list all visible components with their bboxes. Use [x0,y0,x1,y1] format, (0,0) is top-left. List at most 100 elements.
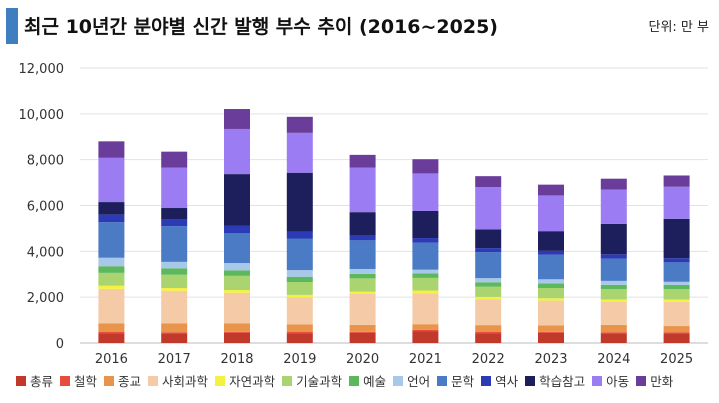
bar-segment [161,323,188,333]
bar-segment [475,325,502,332]
x-tick-label: 2025 [660,352,693,367]
bar-segment [161,151,188,168]
bar-segment [286,297,313,325]
bar-segment [161,288,188,291]
x-tick-label: 2019 [283,352,316,367]
bar-segment [412,211,439,239]
legend-swatch [215,375,226,386]
bar-segment [224,263,250,271]
legend-label: 철학 [74,374,98,389]
bar-segment [475,299,502,326]
bar-segment [412,269,439,274]
bar-segment [538,254,564,280]
legend-label: 아동 [606,374,630,389]
bar-segment [538,298,564,301]
x-tick-label: 2021 [409,352,442,367]
bar-segment [475,229,502,249]
legend-item: 언어 [393,371,430,390]
bar-segment [538,195,564,232]
legend-swatch [636,375,647,386]
bar-segment [286,332,313,334]
bar-segment [349,154,376,168]
legend-item: 아동 [592,371,629,390]
bar-segment [98,257,125,267]
bar-segment [663,299,690,302]
bar-segment [98,141,125,158]
bar-segment [475,252,502,279]
bar-segment [475,332,502,334]
x-tick-label: 2018 [220,352,253,367]
bar-segment [286,294,313,298]
x-tick-label: 2024 [597,352,630,367]
bar-segment [412,273,439,278]
bar-segment [600,280,627,285]
bar-segment [538,231,564,251]
bar-segment [600,299,627,302]
bar-segment [349,235,376,241]
legend-label: 총류 [30,374,54,389]
bar-segment [412,242,439,270]
bar-segment [286,276,313,283]
legend-label: 언어 [407,374,431,389]
bar-segment [412,277,439,291]
bar-segment [224,109,250,129]
legend-label: 역사 [495,374,519,389]
bar-segment [224,332,250,343]
bar-segment [349,212,376,236]
bar-segment [98,272,125,286]
bar-segment [161,274,188,288]
legend-swatch [349,375,360,386]
legend-swatch [437,375,448,386]
bar-segment [161,167,188,209]
legend-label: 학습참고 [539,374,586,389]
bar-segment [600,223,627,255]
bar-segment [286,270,313,277]
bar-segment [349,278,376,292]
legend-item: 학습참고 [525,371,585,390]
bar-segment [475,296,502,300]
bar-segment [600,258,627,281]
bar-segment [286,132,313,173]
bar-segment [161,333,188,343]
bar-segment [349,240,376,269]
bar-segment [412,329,439,332]
bar-segment [286,324,313,332]
bar-segment [286,172,313,232]
bar-segment [538,279,564,284]
y-tick-label: 10,000 [19,108,65,123]
bar-segment [538,250,564,255]
bar-segment [538,331,564,333]
bar-segment [98,323,125,332]
x-tick-label: 2023 [534,352,567,367]
legend-swatch [282,375,293,386]
bar-segment [412,159,439,174]
bar-segment [663,332,690,334]
bar-segment [349,331,376,333]
y-tick-label: 0 [56,337,64,352]
legend-swatch [481,375,492,386]
legend-swatch [104,375,115,386]
bar-segment [349,332,376,343]
bar-segment [286,231,313,239]
bar-segment [412,293,439,325]
bar-segment [286,116,313,133]
bar-segment [224,174,250,226]
bar-segment [98,333,125,343]
bar-segment [349,167,376,213]
bar-segment [224,290,250,293]
bar-segment [663,175,690,187]
y-tick-label: 8,000 [27,154,64,169]
legend-item: 문학 [437,371,474,390]
bar-segment [286,238,313,271]
title-accent-bar [6,8,18,44]
bar-segment [475,187,502,230]
x-tick-label: 2022 [472,352,505,367]
bar-segment [412,290,439,294]
bars [98,109,690,343]
bar-segment [224,128,250,175]
bar-segment [224,323,250,332]
bar-segment [600,178,627,190]
bar-segment [161,261,188,269]
bar-segment [600,284,627,290]
